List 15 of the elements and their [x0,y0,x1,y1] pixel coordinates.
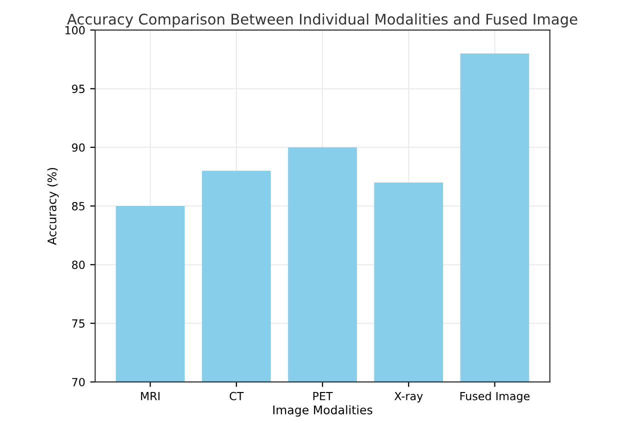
y-tick-label: 90 [72,143,85,152]
x-axis-title: Image Modalities [273,405,372,417]
y-tick-label: 75 [72,319,84,328]
y-tick-label: 100 [65,26,85,34]
x-tick-label: Fused Image [460,392,530,402]
x-tick-label: X-ray [394,392,423,402]
chart-title: Accuracy Comparison Between Individual Modalities and Fused Image [67,13,578,28]
y-tick-label: 70 [72,378,85,386]
x-tick-label: PET [313,392,333,400]
y-axis-title: Accuracy (%) [47,168,59,245]
y-tick-label: 80 [72,260,85,270]
y-tick-label: 85 [72,202,84,210]
x-tick-label: CT [230,392,244,400]
y-tick-label: 95 [72,84,84,94]
x-tick-label: MRI [141,392,160,400]
